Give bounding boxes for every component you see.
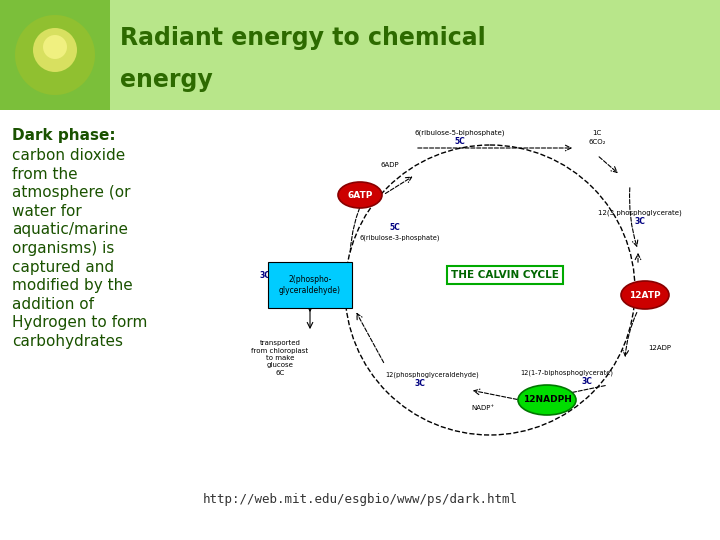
Text: 6(ribulose-3-phosphate): 6(ribulose-3-phosphate) xyxy=(360,235,440,241)
Text: 12(3 phosphoglycerate): 12(3 phosphoglycerate) xyxy=(598,210,682,216)
Text: Dark phase:: Dark phase: xyxy=(12,128,116,143)
Text: 12ATP: 12ATP xyxy=(629,291,661,300)
Text: 6CO₂: 6CO₂ xyxy=(588,139,606,145)
Text: 3C: 3C xyxy=(634,218,645,226)
Text: 12(phosphoglyceraldehyde): 12(phosphoglyceraldehyde) xyxy=(385,372,479,378)
Text: transported
from chloroplast
to make
glucose
6C: transported from chloroplast to make glu… xyxy=(251,340,309,376)
Text: THE CALVIN CYCLE: THE CALVIN CYCLE xyxy=(451,270,559,280)
Text: NADP⁺: NADP⁺ xyxy=(472,405,495,411)
Text: 12ADP: 12ADP xyxy=(649,345,672,351)
Text: 2(phospho-
glyceraldehyde): 2(phospho- glyceraldehyde) xyxy=(279,275,341,295)
Ellipse shape xyxy=(518,385,576,415)
Ellipse shape xyxy=(621,281,669,309)
Circle shape xyxy=(15,15,95,95)
Text: 3C: 3C xyxy=(415,380,426,388)
Bar xyxy=(110,0,720,110)
Text: 1C: 1C xyxy=(593,130,602,136)
FancyBboxPatch shape xyxy=(268,262,352,308)
Text: 6ADP: 6ADP xyxy=(381,162,400,168)
Text: 5C: 5C xyxy=(454,138,465,146)
Bar xyxy=(0,0,110,110)
Circle shape xyxy=(33,28,77,72)
Text: 6ATP: 6ATP xyxy=(347,191,373,199)
Text: 12NADPH: 12NADPH xyxy=(523,395,572,404)
Text: 6(ribulose-5-biphosphate): 6(ribulose-5-biphosphate) xyxy=(415,130,505,136)
Text: 12(1-7-biphosphoglycerate): 12(1-7-biphosphoglycerate) xyxy=(521,370,613,376)
Text: carbon dioxide
from the
atmosphere (or
water for
aquatic/marine
organisms) is
ca: carbon dioxide from the atmosphere (or w… xyxy=(12,148,148,349)
Text: energy: energy xyxy=(120,68,212,92)
Circle shape xyxy=(43,35,67,59)
Text: Radiant energy to chemical: Radiant energy to chemical xyxy=(120,26,486,50)
Text: 5C: 5C xyxy=(390,224,400,233)
Ellipse shape xyxy=(338,182,382,208)
Text: 3C: 3C xyxy=(582,377,593,387)
Text: http://web.mit.edu/esgbio/www/ps/dark.html: http://web.mit.edu/esgbio/www/ps/dark.ht… xyxy=(202,494,518,507)
Text: 3C: 3C xyxy=(260,271,271,280)
